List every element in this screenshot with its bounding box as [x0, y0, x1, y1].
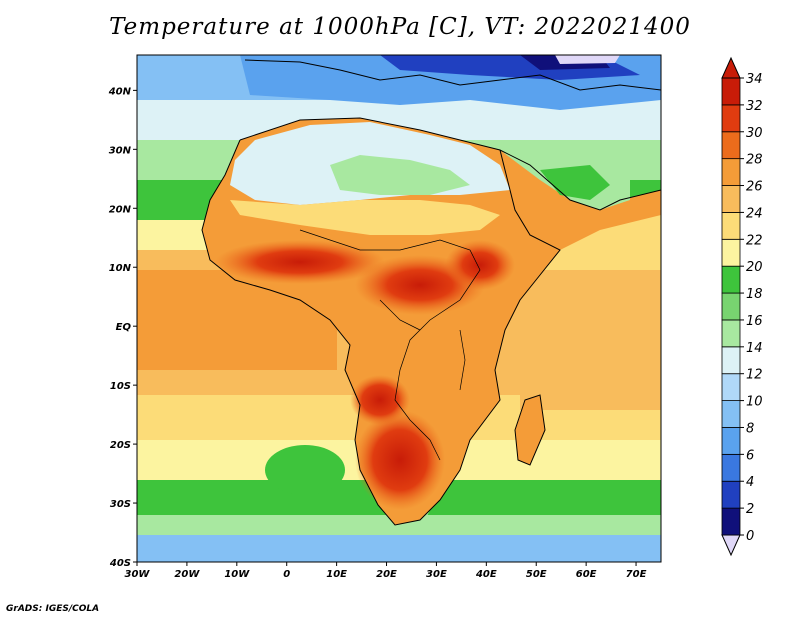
colorbar-tick-label: 34	[746, 72, 763, 87]
colorbar-segment	[721, 238, 741, 267]
credit-label: GrADS: IGES/COLA	[6, 604, 100, 614]
colorbar-tick-label: 14	[746, 341, 763, 356]
colorbar-tick-label: 20	[746, 260, 763, 275]
sahara-green	[330, 155, 470, 195]
lat-tick-label: EQ	[116, 322, 132, 333]
colorbar-segment	[721, 453, 741, 482]
colorbar-segment	[721, 185, 741, 213]
colorbar-tick-label: 10	[746, 395, 763, 410]
longitude-ticks: 30W 20W 10W 0 10E 20E 30E 40E 50E 60E 70E	[125, 562, 647, 580]
west-africa-hot	[215, 240, 385, 284]
temperature-field	[137, 55, 661, 562]
map-frame	[136, 54, 662, 563]
colorbar-tick-label: 16	[746, 314, 763, 329]
europe-coastline	[244, 59, 662, 91]
lon-tick-label: 50E	[526, 569, 547, 580]
latitude-ticks: 40N 30N 20N 10N EQ 10S 20S 30S 40S	[108, 86, 137, 569]
lat-tick-label: 10N	[109, 263, 132, 274]
colorbar-tick-label: 8	[746, 421, 754, 436]
lon-tick-label: 40E	[475, 569, 497, 580]
sahel-yellow	[230, 200, 500, 235]
colorbar-tick-label: 4	[746, 475, 754, 490]
lat-tick-label: 30N	[109, 145, 132, 156]
lat-tick-label: 30S	[110, 499, 131, 510]
southern-africa-hot	[355, 410, 445, 510]
colorbar-segment	[721, 373, 741, 401]
colorbar-tick-label: 28	[746, 153, 763, 168]
colorbar-segment	[721, 131, 741, 160]
lon-tick-label: 20E	[376, 569, 397, 580]
colorbar-segment	[721, 507, 741, 536]
colorbar-segment	[721, 292, 741, 321]
sudan-hot	[445, 240, 515, 290]
chart-title: Temperature at 1000hPa [C], VT: 20220214…	[109, 14, 691, 40]
colorbar-segment	[721, 104, 741, 133]
colorbar-max-triangle	[721, 56, 741, 79]
madagascar-coast	[514, 394, 546, 466]
lon-tick-label: 0	[283, 569, 290, 580]
lon-tick-label: 30E	[426, 569, 447, 580]
colorbar-tick-label: 0	[746, 529, 754, 544]
cape-green	[395, 510, 430, 535]
colorbar-segment	[721, 480, 741, 509]
south-atlantic-green	[265, 445, 345, 495]
colorbar-segment	[721, 319, 741, 348]
lat-tick-label: 40N	[108, 86, 132, 97]
lon-tick-label: 10E	[326, 569, 347, 580]
lat-tick-label: 20S	[110, 440, 131, 451]
lat-tick-label: 20N	[109, 204, 132, 215]
lon-tick-label: 20W	[174, 569, 200, 580]
colorbar-tick-label: 6	[746, 448, 754, 463]
lon-tick-label: 70E	[626, 569, 647, 580]
colorbar-segment	[721, 427, 741, 455]
colorbar-segment	[721, 77, 741, 106]
coastlines	[201, 59, 662, 526]
lon-tick-label: 60E	[576, 569, 597, 580]
lat-tick-label: 40S	[109, 558, 131, 569]
colorbar-segment	[721, 212, 741, 240]
colorbar-tick-label: 12	[746, 368, 763, 383]
europe-below-zero	[555, 55, 620, 64]
country-borders	[299, 229, 481, 461]
arabia-mid	[540, 165, 610, 200]
colorbar-tick-label: 32	[746, 99, 763, 114]
colorbar-tick-label: 26	[746, 180, 763, 195]
southern-ocean-band	[137, 535, 661, 562]
colorbar-segment	[721, 158, 741, 186]
colorbar-segment	[721, 400, 741, 428]
colorbar-tick-label: 2	[746, 502, 754, 517]
lat-tick-label: 10S	[110, 381, 131, 392]
colorbar-tick-label: 30	[746, 126, 763, 141]
colorbar-segment	[721, 265, 741, 294]
colorbar-tick-label: 18	[746, 287, 763, 302]
lon-tick-label: 10W	[224, 569, 250, 580]
colorbar-tick-label: 22	[746, 233, 763, 248]
colorbar-segment	[721, 346, 741, 375]
africa-coastline	[201, 117, 662, 526]
lon-tick-label: 30W	[125, 569, 151, 580]
angola-hot	[350, 375, 410, 425]
colorbar-min-triangle	[721, 534, 741, 557]
indian-ocean-warm	[520, 270, 661, 410]
colorbar-tick-label: 24	[746, 206, 763, 221]
